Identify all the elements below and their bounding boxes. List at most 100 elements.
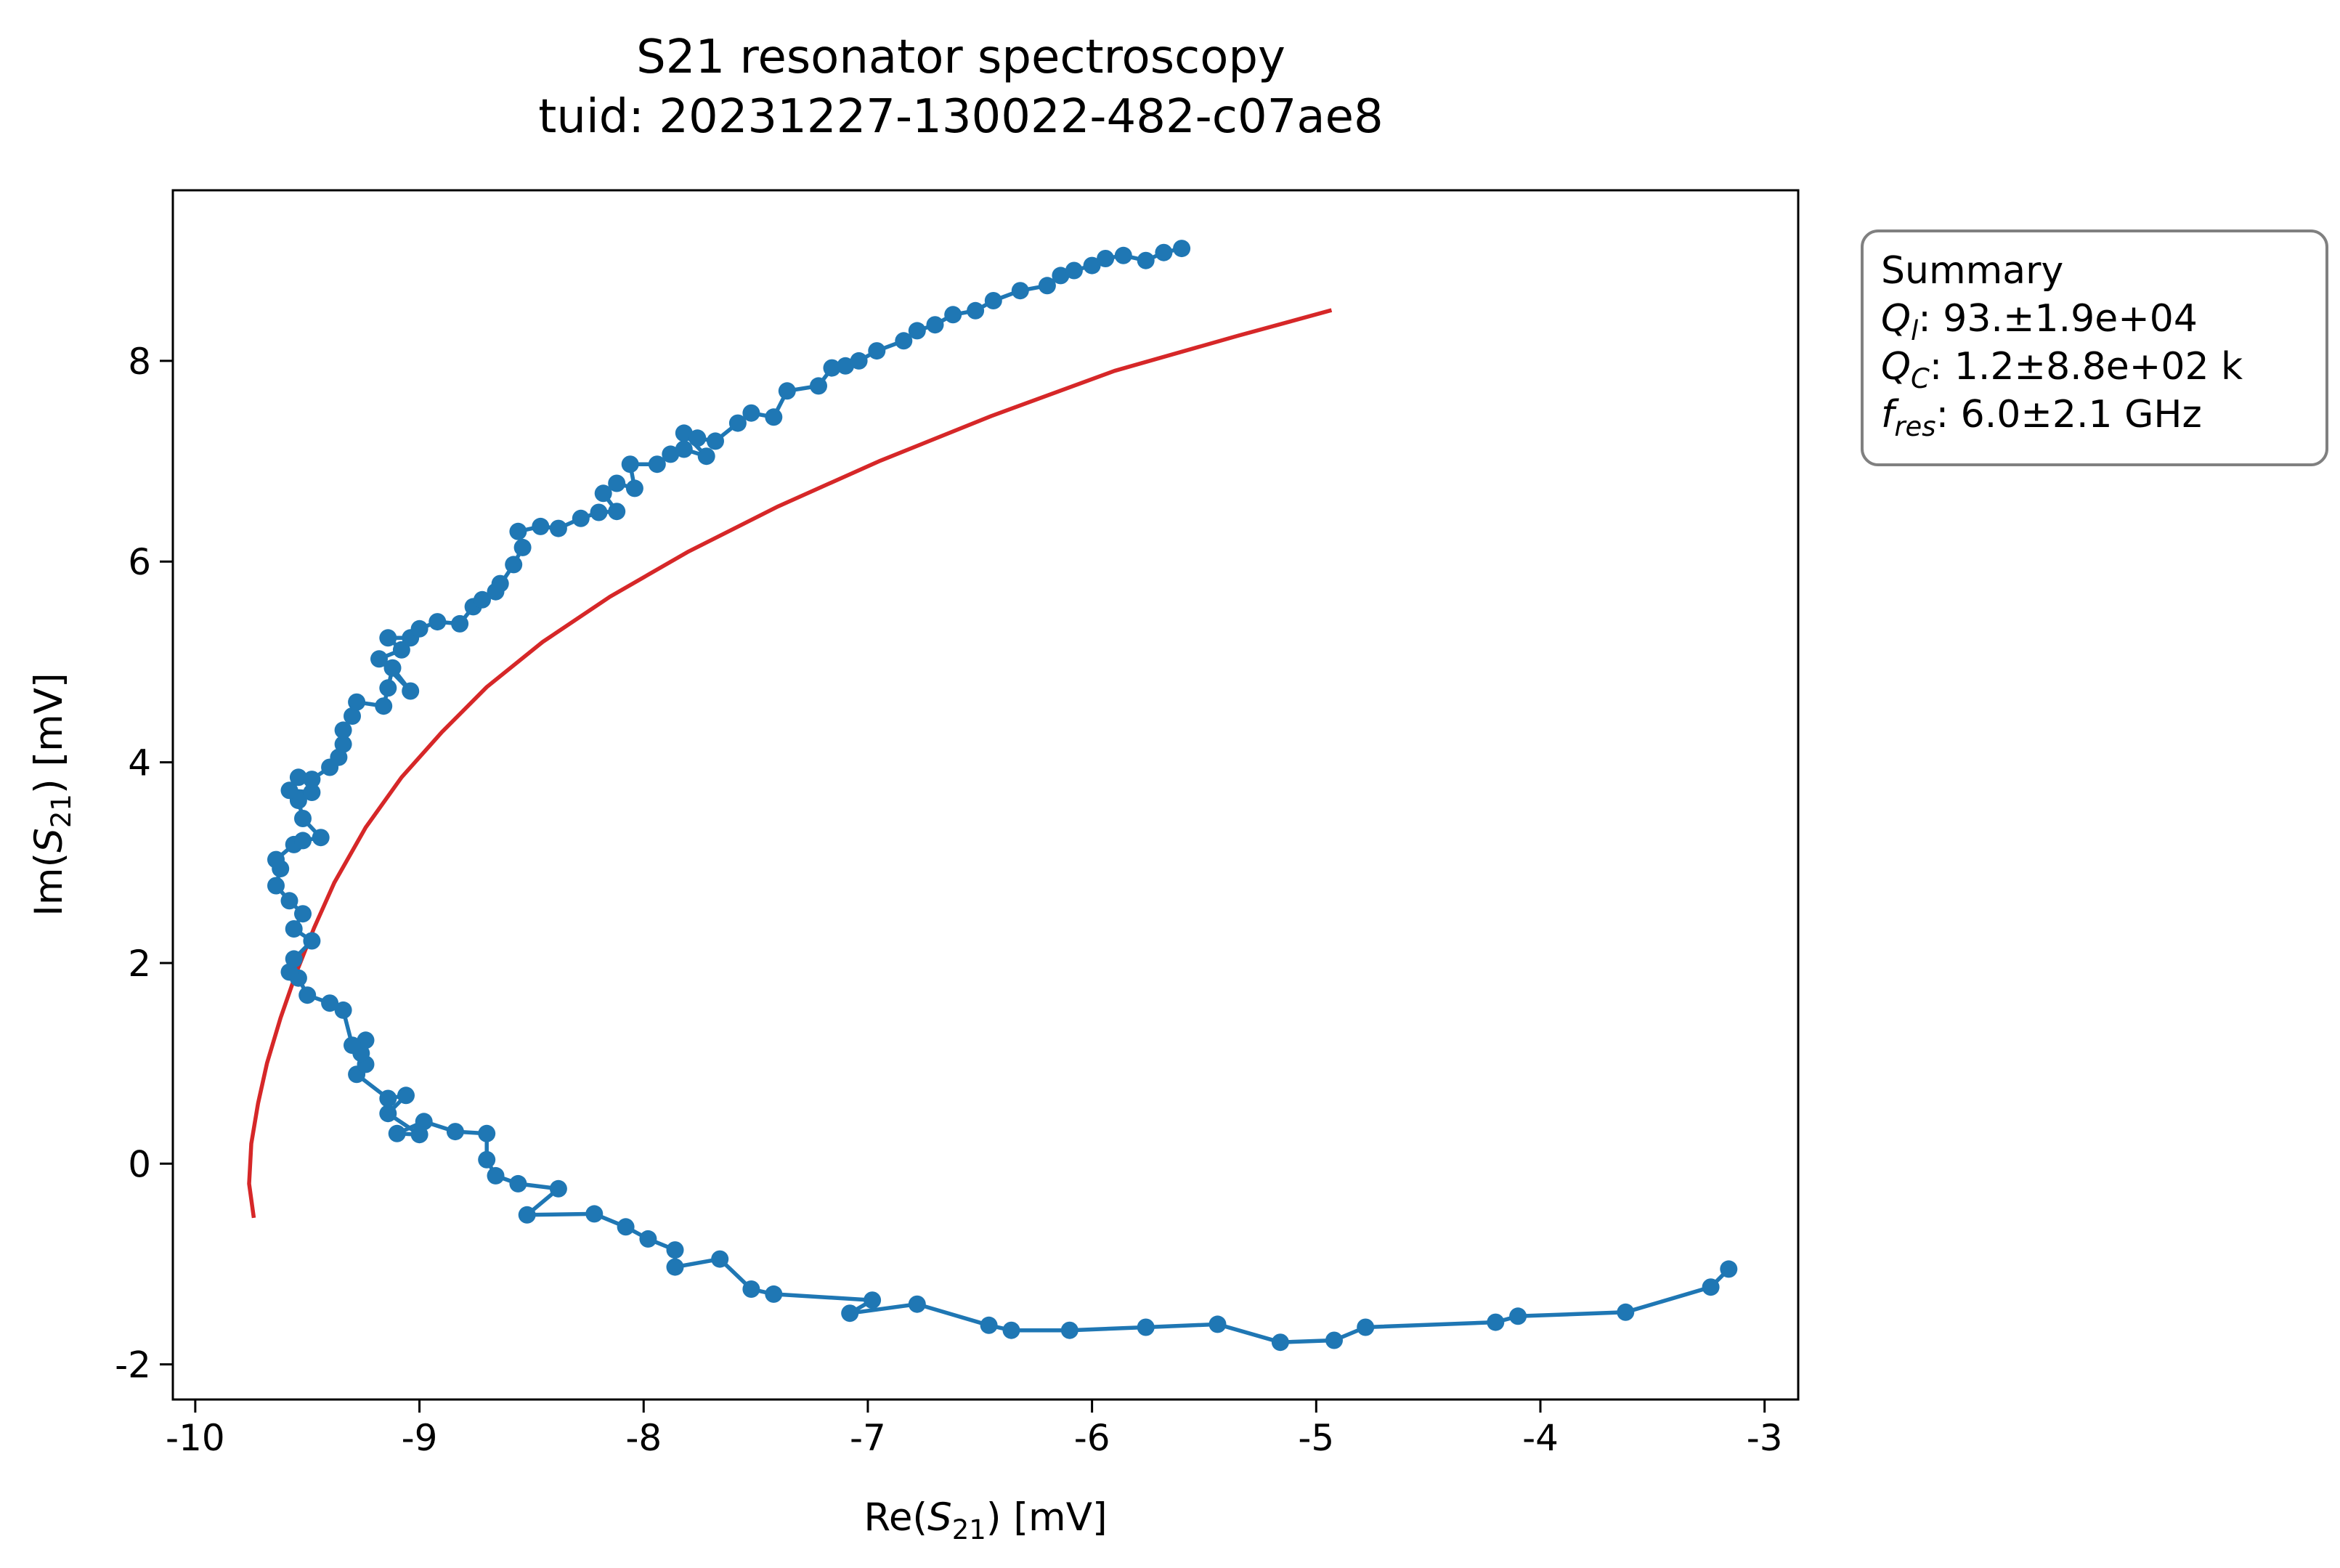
data-point: [478, 1150, 496, 1169]
data-point: [895, 332, 913, 350]
y-tick-label: 4: [128, 742, 151, 784]
x-axis-label-tail: ) [mV]: [986, 1495, 1108, 1540]
data-point: [446, 1123, 464, 1141]
summary-heading: Summary: [1881, 249, 2063, 293]
data-point: [666, 1241, 684, 1259]
data-point: [518, 1206, 536, 1224]
y-tick-label: 6: [128, 541, 151, 583]
data-point: [280, 781, 298, 800]
data-point: [1083, 256, 1101, 275]
data-point: [639, 1230, 657, 1248]
data-point: [864, 1291, 882, 1309]
x-axis-label-sub: 21: [952, 1514, 986, 1545]
summary-box-frame: [1861, 229, 2328, 466]
x-tick-label: -5: [1298, 1417, 1334, 1459]
summary-ql-sub: l: [1911, 315, 1919, 346]
summary-fres: fres: 6.0±2.1 GHz: [1881, 393, 2202, 442]
data-point: [428, 613, 447, 631]
data-point: [505, 556, 523, 574]
data-point: [823, 359, 841, 377]
data-point: [868, 342, 886, 360]
data-point: [1617, 1303, 1635, 1321]
data-point: [285, 920, 303, 938]
data-point: [1097, 250, 1115, 267]
data-point: [711, 1250, 729, 1268]
data-point: [383, 659, 402, 677]
data-point: [908, 1295, 926, 1313]
data-point: [410, 620, 428, 638]
data-point: [1011, 282, 1029, 300]
x-tick-label: -6: [1074, 1417, 1110, 1459]
data-point: [697, 447, 715, 466]
summary-ql: Ql: 93.±1.9e+04: [1881, 297, 2198, 346]
y-tick-label: 2: [128, 943, 151, 985]
data-point: [1137, 1318, 1155, 1336]
y-axis-label-sub: 21: [46, 794, 77, 828]
data-point: [280, 892, 298, 910]
data-point: [572, 509, 590, 527]
data-point: [1271, 1333, 1289, 1352]
data-point: [742, 404, 760, 422]
y-axis-label: Im(S21) [mV]: [27, 673, 77, 916]
data-point: [608, 474, 626, 492]
data-point: [379, 679, 397, 697]
data-point: [841, 1304, 859, 1323]
data-point: [675, 424, 693, 442]
y-axis-label-main: Im(: [27, 853, 71, 917]
summary-fres-value: : 6.0±2.1 GHz: [1936, 393, 2202, 436]
data-point: [1155, 243, 1173, 261]
data-point: [451, 614, 469, 633]
data-point: [357, 1031, 375, 1049]
data-point: [980, 1316, 998, 1334]
data-point: [625, 479, 643, 497]
data-point: [810, 377, 827, 395]
data-point: [509, 1174, 527, 1193]
tick-group: -10 -9 -8 -7 -6 -5 -4 -3 -2 0 2 4 6 8: [115, 341, 1782, 1459]
summary-ql-value: : 93.±1.9e+04: [1918, 297, 2198, 341]
data-point: [474, 590, 491, 609]
data-point: [549, 519, 567, 537]
data-point: [303, 932, 321, 950]
data-point: [375, 697, 393, 715]
data-point: [397, 1086, 415, 1105]
data-point: [334, 1001, 352, 1019]
data-point: [379, 629, 397, 647]
x-axis-label: Re(S21) [mV]: [864, 1495, 1107, 1545]
x-tick-label: -7: [850, 1417, 886, 1459]
data-point: [1137, 251, 1155, 269]
x-tick-label: -4: [1522, 1417, 1559, 1459]
plot-frame: [171, 189, 1800, 1401]
data-point: [590, 503, 608, 521]
summary-fres-sub: res: [1894, 411, 1935, 442]
data-point: [1208, 1315, 1227, 1333]
data-point: [334, 721, 352, 739]
summary-qc-symbol: Q: [1881, 345, 1911, 389]
data-point: [487, 1166, 505, 1185]
data-point: [344, 707, 361, 725]
summary-qc-value: : 1.2±8.8e+02 k: [1930, 345, 2243, 389]
data-point: [532, 517, 550, 535]
data-point: [742, 1280, 760, 1298]
summary-box: Summary Ql: 93.±1.9e+04 QC: 1.2±8.8e+02 …: [1861, 229, 2328, 466]
data-point: [289, 768, 307, 787]
data-point: [487, 582, 505, 601]
data-point: [662, 445, 680, 463]
data-point: [1325, 1331, 1343, 1349]
x-tick-label: -10: [166, 1417, 225, 1459]
data-point: [585, 1205, 604, 1223]
data-point: [303, 771, 321, 789]
data-point: [379, 1105, 397, 1123]
data-point: [1509, 1307, 1527, 1325]
data-point: [303, 784, 321, 801]
data-point: [478, 1124, 496, 1142]
data-markers: [267, 240, 1738, 1352]
data-point: [312, 829, 330, 847]
data-point: [294, 905, 312, 923]
y-axis-label-symbol: S: [27, 828, 71, 853]
data-point: [837, 357, 855, 375]
data-point: [392, 641, 410, 659]
data-point: [594, 484, 612, 503]
plot-area: [173, 190, 1798, 1400]
data-point: [707, 432, 724, 450]
